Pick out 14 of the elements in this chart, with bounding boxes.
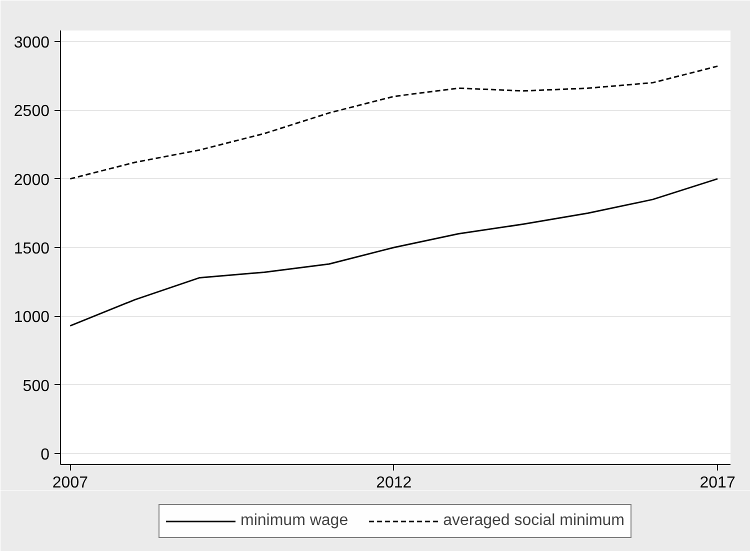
y-tick-label: 500 — [22, 378, 50, 395]
y-tick-label: 1000 — [14, 309, 50, 326]
line-series — [69, 178, 718, 327]
line-series — [69, 65, 718, 180]
legend-label: averaged social minimum — [443, 512, 624, 530]
y-tick-label: 0 — [40, 446, 50, 464]
y-tick-label: 1500 — [14, 240, 50, 258]
x-tick-label: 2017 — [700, 474, 736, 492]
legend-label: minimum wage — [240, 512, 348, 530]
y-tick-label: 3000 — [14, 34, 50, 52]
y-tick-label: 2000 — [14, 172, 50, 189]
x-tick-label: 2007 — [52, 474, 88, 492]
x-tick-label: 2012 — [376, 474, 412, 492]
y-tick-label: 2500 — [14, 103, 50, 120]
